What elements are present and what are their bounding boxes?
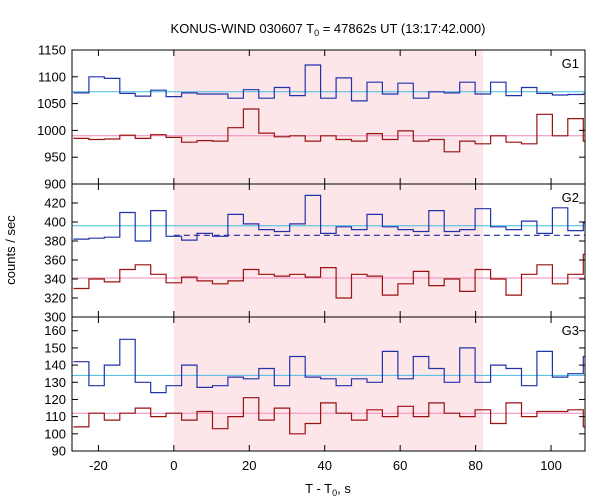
series-lower: [73, 397, 585, 435]
series-upper: [73, 338, 585, 394]
y-tick-label: 1050: [37, 96, 66, 111]
series-lower: [73, 108, 585, 153]
x-tick-label: 0: [170, 458, 177, 473]
y-tick-label: 110: [45, 409, 66, 424]
y-tick-label: 150: [44, 340, 66, 355]
y-tick-label: 1000: [37, 123, 66, 138]
y-tick-label: 1150: [38, 43, 66, 58]
x-tick-label: -20: [89, 458, 108, 473]
y-tick-label: 100: [44, 426, 66, 441]
y-tick-label: 1100: [38, 69, 66, 84]
panel-label: G2: [562, 190, 579, 205]
y-tick-label: 140: [44, 358, 66, 373]
x-tick-label: 40: [317, 458, 331, 473]
y-tick-label: 120: [44, 392, 66, 407]
y-tick-label: 340: [44, 272, 66, 287]
y-tick-label: 130: [44, 375, 66, 390]
y-tick-label: 900: [44, 177, 66, 192]
series-lower: [73, 253, 585, 299]
y-tick-label: 420: [44, 196, 66, 211]
x-tick-label: 100: [540, 458, 562, 473]
y-tick-label: 360: [44, 253, 66, 268]
plot-area: 9009501000105011001150G13003203403603804…: [37, 43, 586, 473]
y-tick-label: 400: [44, 215, 66, 230]
y-axis-label: counts / sec: [3, 215, 18, 285]
y-tick-label: 300: [44, 310, 66, 325]
series-upper: [73, 194, 585, 242]
y-tick-label: 160: [44, 323, 66, 338]
x-tick-label: 60: [393, 458, 407, 473]
x-axis-label: T - T0, s: [305, 481, 351, 498]
y-tick-label: 380: [44, 234, 66, 249]
panel-label: G3: [562, 323, 579, 338]
x-tick-label: 20: [242, 458, 256, 473]
y-tick-label: 90: [52, 444, 66, 459]
chart-title: KONUS-WIND 030607 T0 = 47862s UT (13:17:…: [171, 21, 486, 38]
y-tick-label: 950: [44, 150, 66, 165]
panel-g3: 90 100 110 120 130 140 150 160 G3: [44, 316, 586, 459]
panel-g2: 300 320 340 360 380 400 420 G2: [44, 183, 586, 325]
series-upper: [73, 64, 585, 102]
y-tick-label: 320: [44, 291, 66, 306]
x-tick-label: 80: [468, 458, 482, 473]
highlight-interval: [173, 50, 484, 451]
panel-frame: [71, 316, 586, 452]
panel-label: G1: [562, 56, 579, 71]
